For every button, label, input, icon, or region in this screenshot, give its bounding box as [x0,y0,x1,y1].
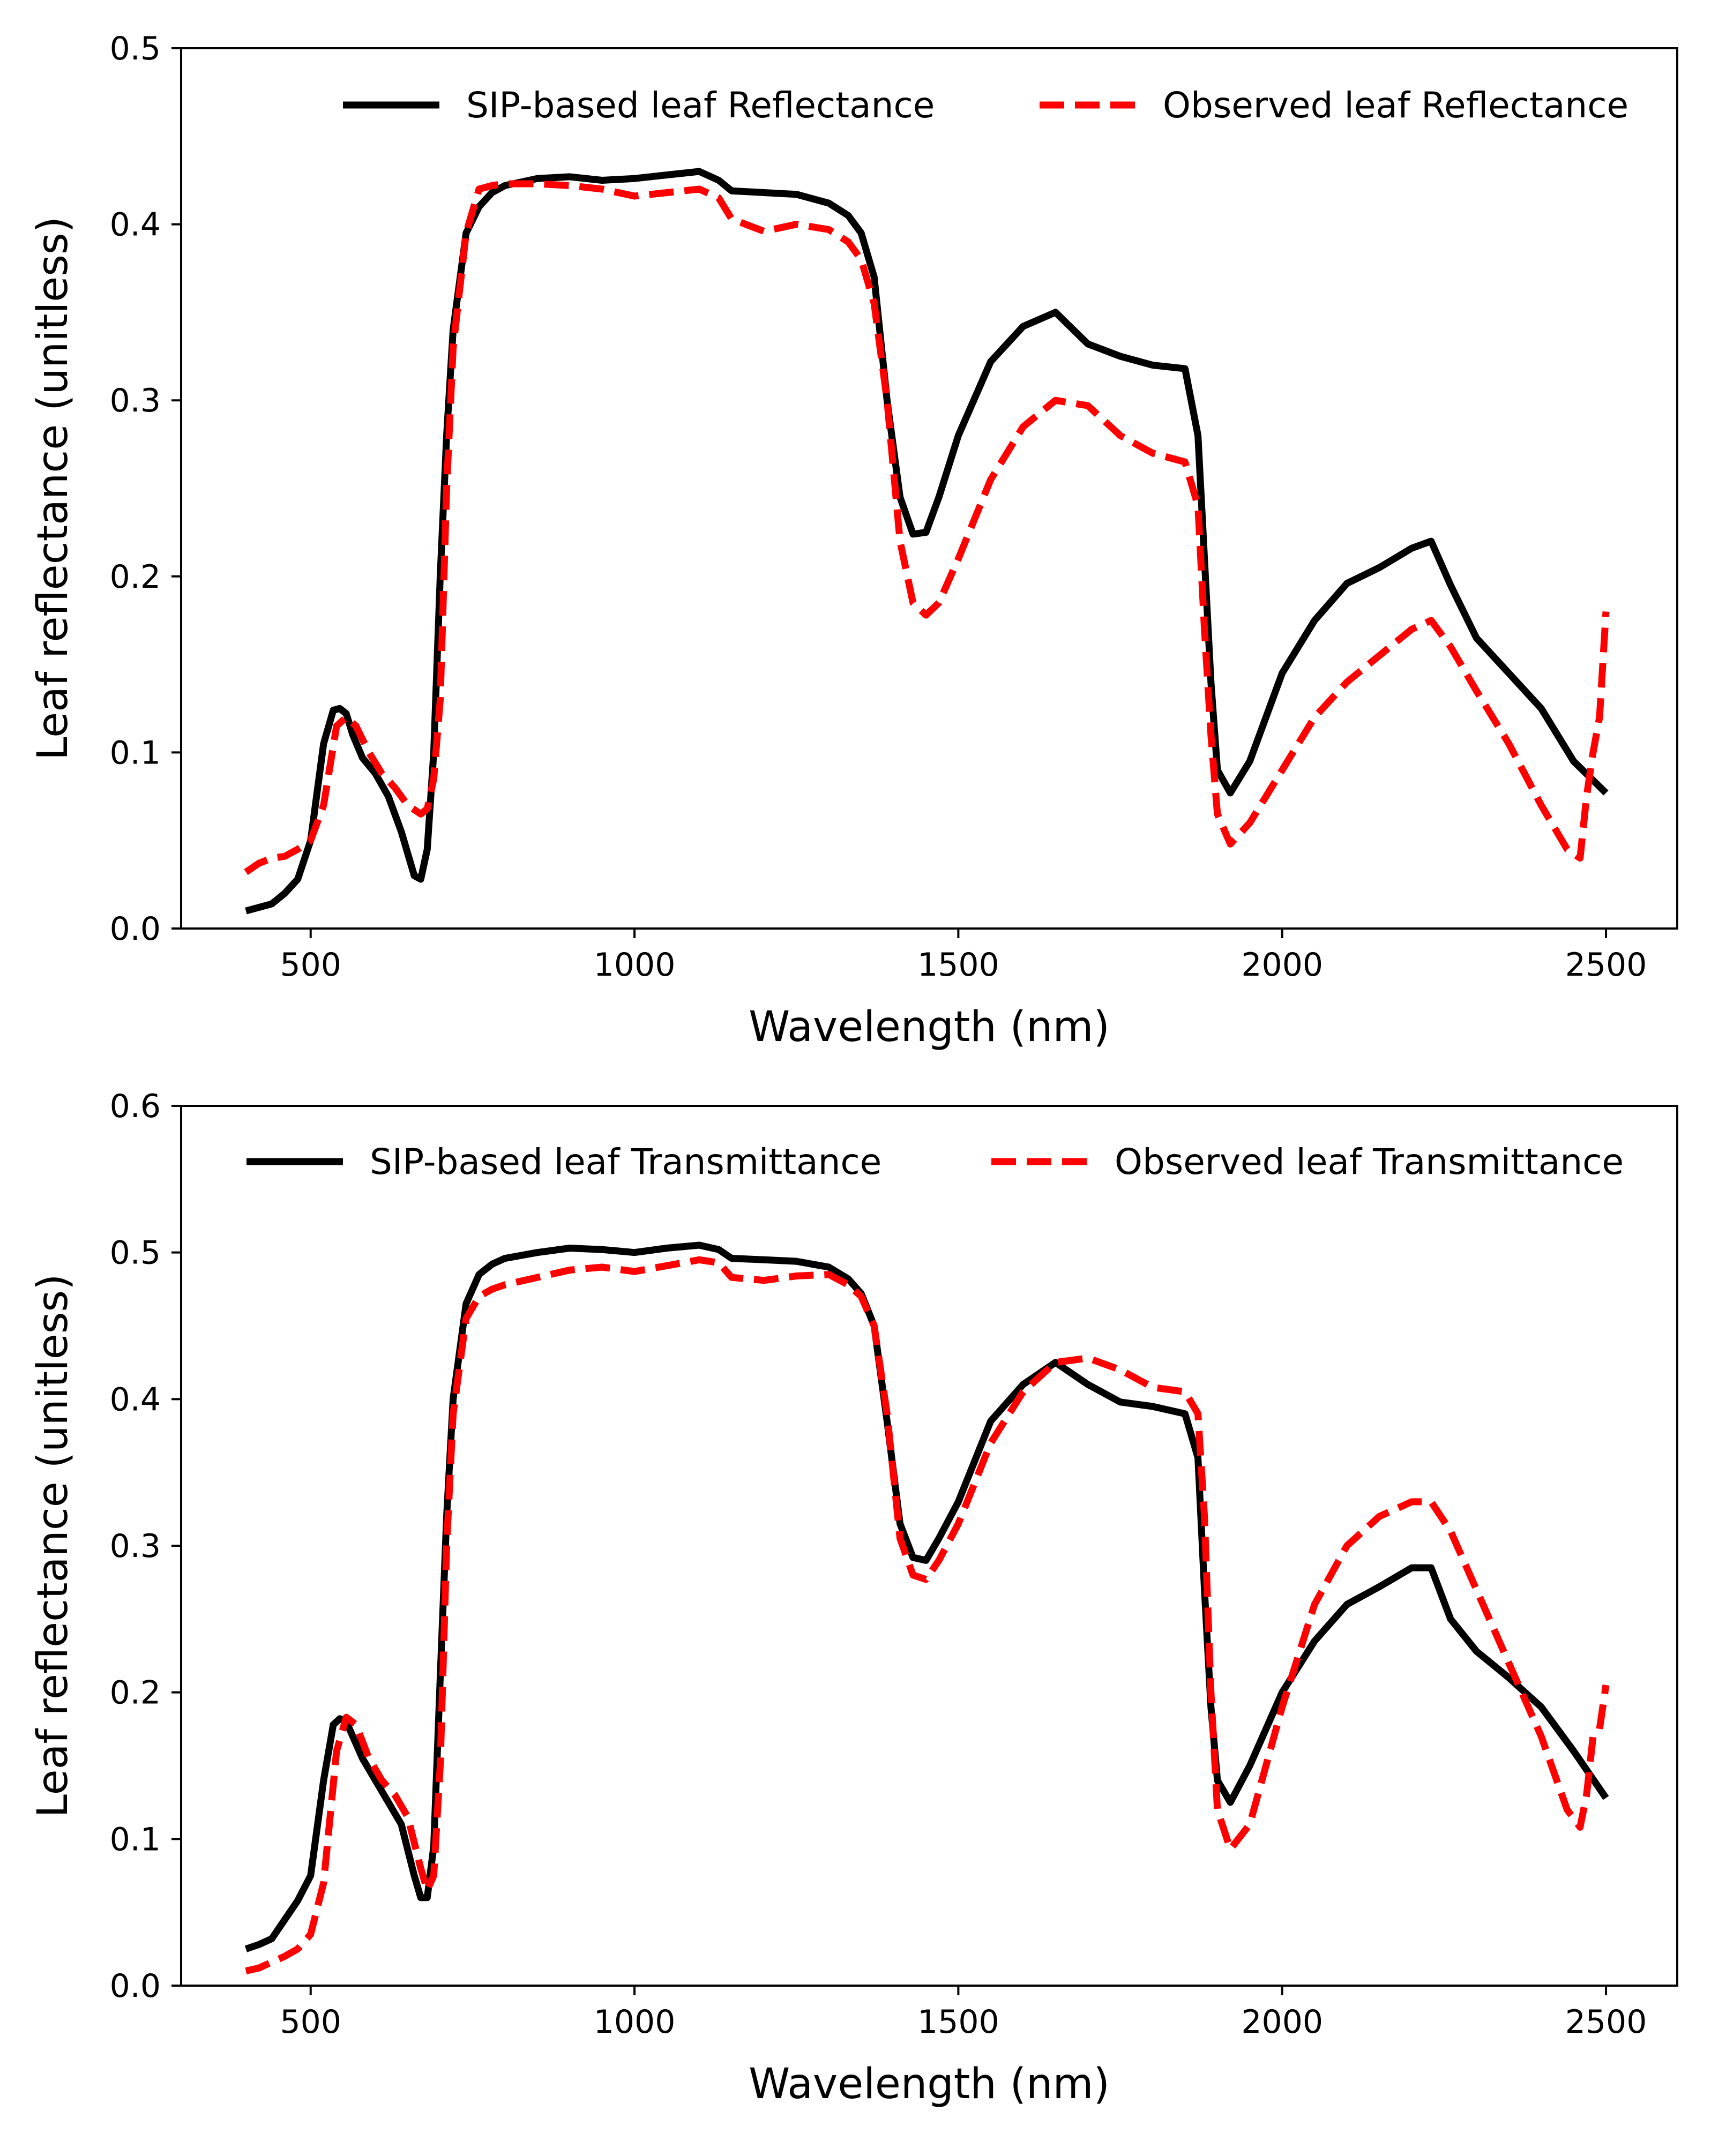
legend-entry-label: Observed leaf Transmittance [1115,1141,1624,1182]
y-tick-label: 0.0 [110,1967,161,2005]
x-tick-label: 500 [280,2003,341,2041]
legend-entry-label: SIP-based leaf Reflectance [466,85,935,126]
x-tick-label: 2500 [1565,946,1647,984]
legend-entry-label: Observed leaf Reflectance [1163,85,1628,126]
x-tick-label: 2000 [1241,2003,1323,2041]
y-tick-label: 0.6 [110,1088,161,1125]
legend-entry-label: SIP-based leaf Transmittance [370,1141,881,1182]
observed-series-line [244,180,1610,875]
y-tick-label: 0.2 [110,1674,161,1712]
x-tick-label: 500 [280,946,341,984]
y-tick-label: 0.1 [110,1821,161,1858]
y-tick-label: 0.4 [110,1381,161,1418]
y-axis-label: Leaf reflectance (unitless) [29,216,77,760]
y-tick-label: 0.1 [110,734,161,772]
observed-series-line [245,1256,1610,1974]
x-tick-label: 1500 [917,2003,999,2041]
x-tick-label: 1000 [594,2003,676,2041]
x-tick-label: 2500 [1565,2003,1647,2041]
x-axis-label: Wavelength (nm) [749,2060,1110,2108]
axes-frame [180,47,1678,930]
y-tick-label: 0.3 [110,1528,161,1565]
legend: SIP-based leaf Reflectance Observed leaf … [343,85,1628,126]
reflectance-plot: 500 1000 1500 2000 2500 0.0 0.1 0.2 0.3 0.4 0.5 Wav… [29,30,1678,1051]
y-tick-label: 0.0 [110,910,161,948]
x-tick-label: 1500 [917,946,999,984]
legend: SIP-based leaf Transmittance Observed lea… [246,1141,1624,1182]
y-tick-label: 0.4 [110,206,161,244]
y-tick-label: 0.5 [110,1234,161,1272]
y-axis-label: Leaf reflectance (unitless) [29,1274,77,1818]
x-axis-label: Wavelength (nm) [749,1003,1110,1051]
sip-based-series-line [244,1241,1609,1952]
y-tick-label: 0.3 [110,382,161,420]
transmittance-plot: 500 1000 1500 2000 2500 0.0 0.1 0.2 0.3 0.4 0.5 0.6… [29,1088,1678,2108]
x-tick-label: 1000 [594,946,676,984]
x-tick-label: 2000 [1241,946,1323,984]
y-tick-label: 0.5 [110,30,161,68]
sip-based-series-line [245,168,1609,915]
y-tick-label: 0.2 [110,558,161,596]
